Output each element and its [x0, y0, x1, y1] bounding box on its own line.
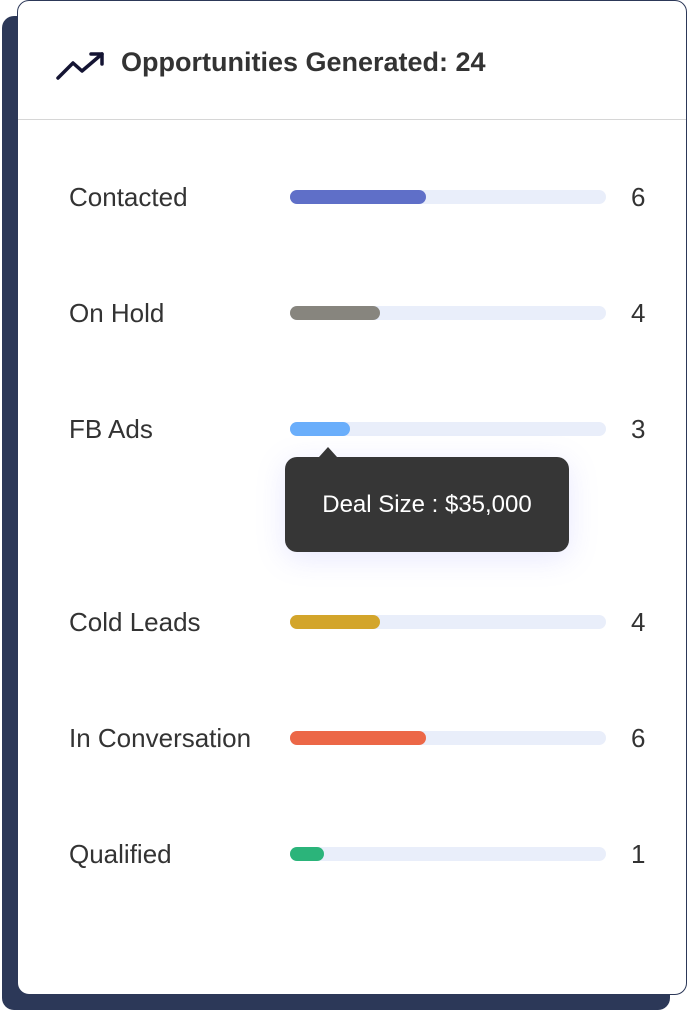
- progress-track[interactable]: [290, 847, 606, 861]
- opportunities-card: Opportunities Generated: 24 Contacted 6 O…: [17, 0, 687, 995]
- stage-count: 4: [631, 298, 646, 328]
- progress-fill: [290, 847, 324, 861]
- card-title: Opportunities Generated: 24: [121, 47, 486, 77]
- progress-fill: [290, 190, 426, 204]
- stage-count: 6: [631, 723, 646, 753]
- pipeline-row[interactable]: FB Ads 3: [18, 409, 686, 449]
- progress-fill: [290, 306, 381, 320]
- progress-track[interactable]: [290, 731, 606, 745]
- pipeline-row[interactable]: Qualified 1: [18, 834, 686, 874]
- stage-count: 3: [631, 414, 646, 444]
- stage-label: On Hold: [69, 298, 165, 328]
- stage-label: In Conversation: [69, 723, 252, 753]
- stage-count: 6: [631, 182, 646, 212]
- stage-count: 4: [631, 607, 646, 637]
- stage-label: Contacted: [69, 182, 188, 212]
- deal-size-tooltip: Deal Size : $35,000: [285, 447, 569, 552]
- trending-up-icon: [56, 52, 104, 80]
- progress-track[interactable]: [290, 615, 606, 629]
- progress-track[interactable]: [290, 190, 606, 204]
- progress-track[interactable]: [290, 422, 606, 436]
- stage-label: Cold Leads: [69, 607, 201, 637]
- tooltip-text: Deal Size : $35,000: [322, 491, 532, 518]
- progress-fill: [290, 422, 351, 436]
- pipeline-row[interactable]: Contacted 6: [18, 177, 686, 217]
- stage-label: FB Ads: [69, 414, 153, 444]
- pipeline-row[interactable]: In Conversation 6: [18, 718, 686, 758]
- stage-count: 1: [631, 839, 646, 869]
- pipeline-row[interactable]: Cold Leads 4: [18, 602, 686, 642]
- stage-label: Qualified: [69, 839, 172, 869]
- progress-fill: [290, 615, 381, 629]
- card-header: Opportunities Generated: 24: [18, 1, 686, 120]
- progress-track[interactable]: [290, 306, 606, 320]
- progress-fill: [290, 731, 426, 745]
- pipeline-row[interactable]: On Hold 4: [18, 293, 686, 333]
